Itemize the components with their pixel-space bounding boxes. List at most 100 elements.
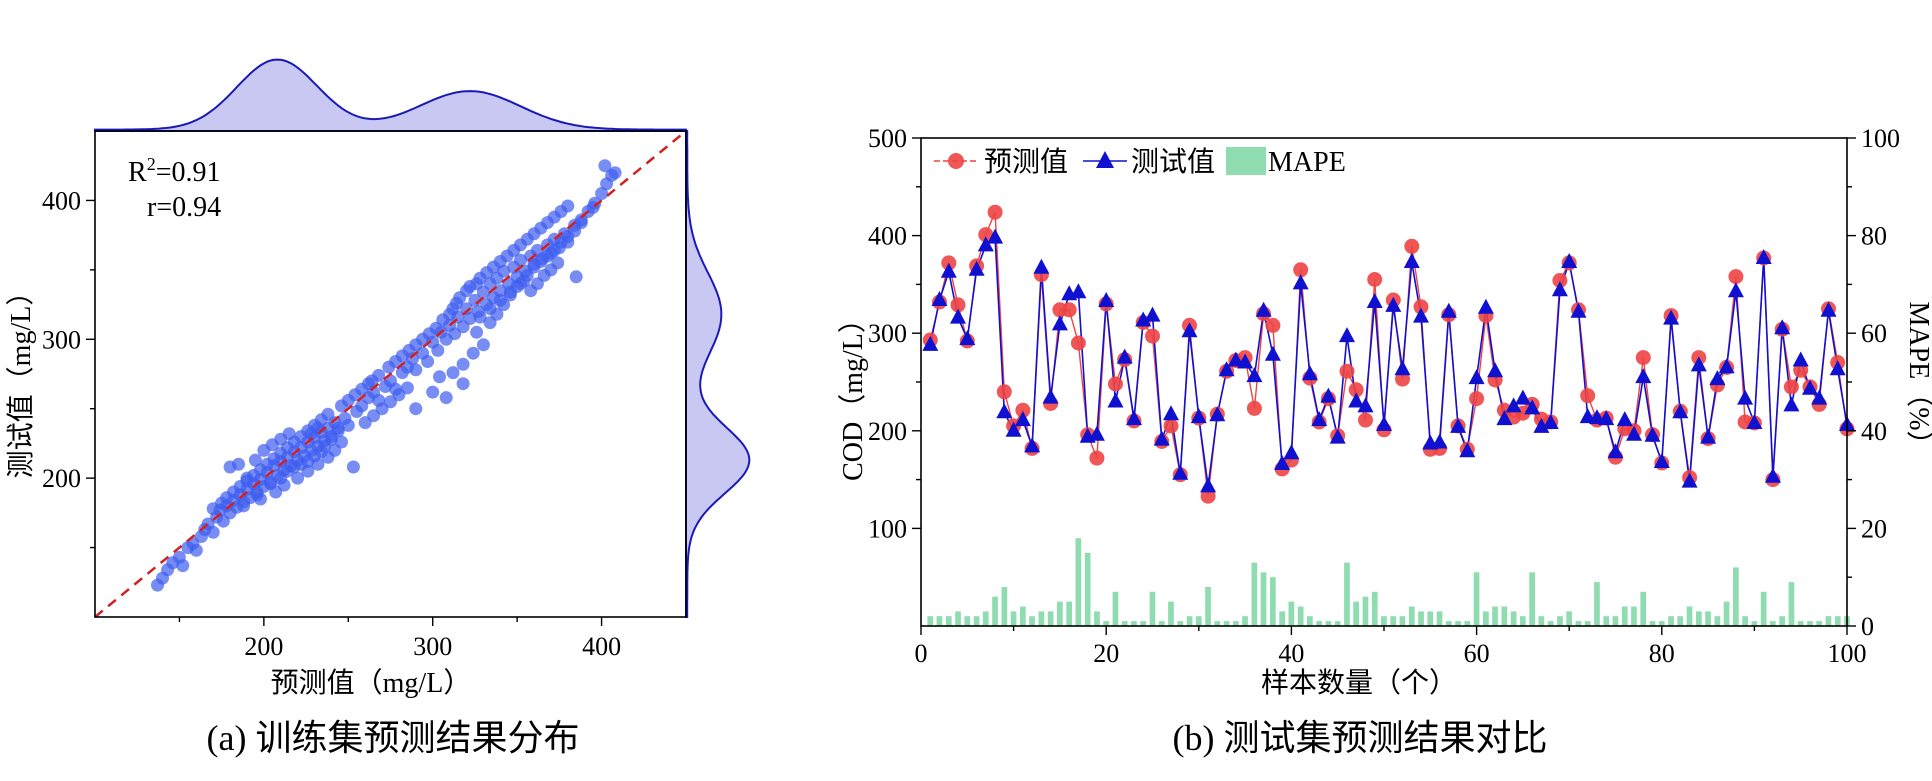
scatter-point [409, 363, 423, 377]
scatter-point [331, 421, 345, 435]
mape-bar [1270, 577, 1276, 626]
mape-bar [1445, 621, 1452, 626]
mape-bar [1529, 572, 1535, 626]
scatter-point [561, 199, 575, 213]
x-tick-label: 20 [1093, 639, 1119, 668]
scatter-point [232, 457, 245, 471]
test-point [1690, 356, 1707, 372]
test-point [1237, 353, 1254, 369]
axis-ticks-a: 200 300 400 200 300 400 [42, 186, 621, 661]
test-point [1653, 453, 1670, 468]
test-point [1292, 274, 1309, 290]
mape-bar [1501, 606, 1508, 626]
mape-bar [1408, 606, 1415, 626]
r2-base: R [128, 157, 147, 188]
predicted-series-markers [922, 204, 1855, 504]
test-point [1700, 428, 1717, 444]
mape-bar [936, 616, 943, 626]
mape-bar [1538, 616, 1545, 626]
test-point [1681, 472, 1698, 488]
test-point [1607, 443, 1624, 459]
test-point [1126, 410, 1142, 426]
mape-bar [1696, 611, 1702, 626]
scatter-point [574, 216, 588, 230]
legend-predicted-marker [948, 153, 964, 169]
scatter-point [206, 525, 220, 539]
y2-tick-label: 0 [1861, 612, 1874, 641]
mape-bar [1242, 616, 1248, 626]
test-point [1070, 283, 1087, 299]
predicted-point [1469, 391, 1485, 407]
test-point [1209, 406, 1226, 422]
test-point [1792, 351, 1809, 367]
test-point [1718, 358, 1735, 374]
mape-bar [1029, 616, 1035, 626]
test-point [1274, 455, 1291, 470]
mape-bar [1751, 621, 1758, 626]
mape-bar [1770, 621, 1776, 626]
y2-tick-label: 80 [1861, 222, 1887, 251]
scatter-point [460, 302, 473, 316]
scatter-point [493, 293, 507, 307]
test-point [1783, 396, 1800, 412]
axis-ticks-b: 0 20 40 60 80 100 100 200 300 400 500 0 20 40 60 80 100 [868, 124, 1900, 668]
test-point [1014, 411, 1031, 427]
y-marginal-density [685, 130, 751, 618]
test-point [1533, 417, 1550, 433]
scatter-points [151, 159, 622, 592]
y-tick-label: 100 [868, 514, 907, 543]
scatter-point [503, 285, 517, 299]
predicted-point [1070, 335, 1086, 351]
predicted-point [1580, 388, 1596, 404]
predicted-point [1367, 272, 1383, 287]
test-point [1644, 426, 1661, 442]
scatter-point [250, 488, 264, 502]
predicted-series-line [929, 211, 1848, 497]
mape-bar [1205, 587, 1211, 626]
mape-bar [1436, 611, 1443, 626]
test-point [1496, 410, 1513, 426]
test-point [1450, 417, 1467, 433]
scatter-point [274, 471, 288, 485]
x-tick-label: 300 [413, 632, 452, 661]
mape-bar [1371, 591, 1378, 626]
test-point [1468, 369, 1485, 385]
predicted-point [987, 204, 1003, 220]
mape-bar [1186, 616, 1193, 626]
test-point [1264, 345, 1281, 361]
test-point [1144, 306, 1161, 322]
mape-bar [1390, 616, 1397, 626]
mape-bar [1510, 611, 1517, 626]
mape-bar [1307, 616, 1313, 626]
mape-bar [1168, 601, 1174, 626]
mape-bar [1195, 616, 1202, 626]
test-point [1672, 403, 1689, 419]
predicted-point [1163, 418, 1179, 434]
test-point [1153, 430, 1170, 446]
test-point [1042, 388, 1059, 404]
mape-bar [1658, 621, 1665, 626]
mape-bar [1668, 616, 1674, 626]
x-tick-label: 60 [1464, 639, 1490, 668]
test-point [1737, 389, 1754, 405]
mape-bar [1714, 616, 1721, 626]
scatter-point [608, 166, 622, 180]
test-point [1403, 253, 1420, 268]
test-point [1135, 311, 1152, 327]
y-tick-label: 200 [42, 464, 81, 493]
mape-bar [1316, 621, 1322, 626]
test-point [1542, 414, 1559, 429]
mape-bar [1631, 606, 1637, 626]
test-point [1227, 351, 1244, 367]
mape-bar [1594, 582, 1600, 626]
mape-bar [1066, 601, 1072, 626]
test-point [1802, 379, 1818, 395]
mape-bar [1788, 582, 1795, 626]
scatter-point [237, 499, 251, 513]
mape-bar [1779, 616, 1785, 626]
mape-bar [1288, 601, 1295, 626]
mape-bar [1464, 621, 1471, 626]
mape-bar [1797, 621, 1804, 626]
mape-bar [1834, 616, 1841, 626]
test-point [1626, 425, 1642, 441]
